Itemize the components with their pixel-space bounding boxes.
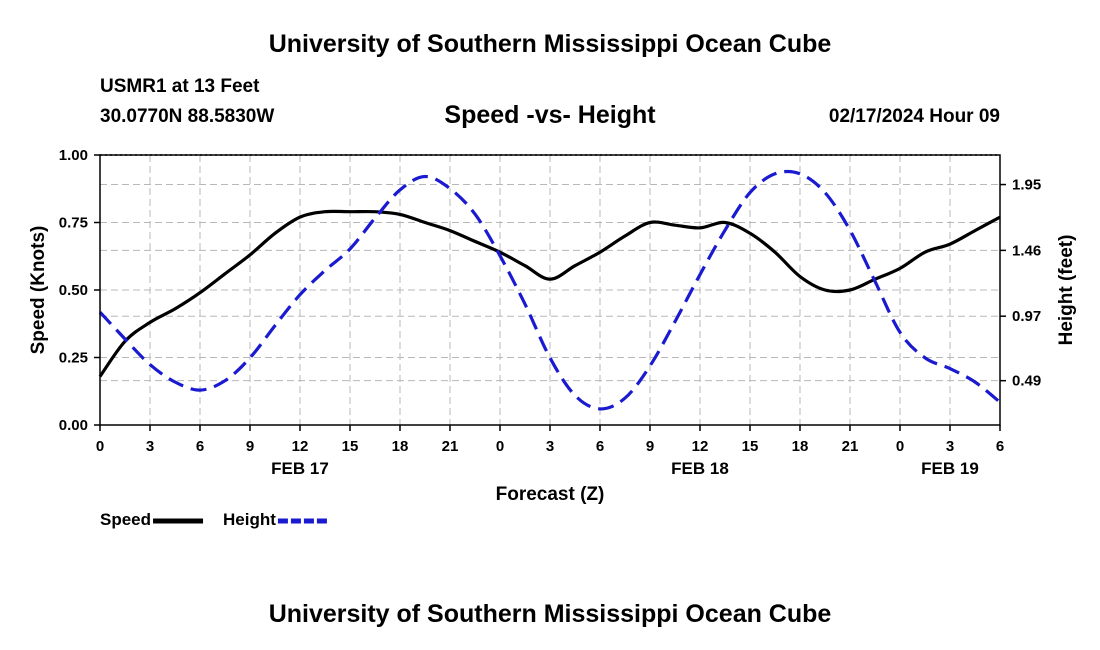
footer-title: University of Southern Mississippi Ocean… [268,600,832,628]
y-axis-right: 0.49 0.97 1.46 1.95 [1000,177,1041,390]
y-tick-label: 0.75 [59,215,88,232]
grid [100,154,1000,425]
y-tick-label: 0.50 [59,282,88,299]
y2-tick-label: 0.97 [1012,308,1041,325]
x-axis: 0 3 6 9 12 15 18 21 0 3 6 9 12 15 18 21 0 3 6 FEB 17 FEB 18 F… [96,425,1004,478]
chart-title: University of Southern Mississippi Ocean… [268,30,832,58]
x-tick-label: 6 [596,438,604,455]
x-tick-label: 9 [246,438,254,455]
legend: Speed Height [100,510,328,529]
y-tick-label: 0.00 [59,417,88,434]
x-date-label: FEB 17 [271,459,329,478]
y-axis-left: 0.00 0.25 0.50 0.75 1.00 [59,147,100,434]
x-date-label: FEB 18 [671,459,729,478]
station-label: USMR1 at 13 Feet [100,76,260,97]
x-tick-label: 3 [946,438,954,455]
x-tick-label: 18 [392,438,409,455]
x-tick-label: 18 [792,438,809,455]
x-tick-label: 9 [646,438,654,455]
y-tick-label: 0.25 [59,350,88,367]
y-tick-label: 1.00 [59,147,88,164]
x-axis-label: Forecast (Z) [496,484,605,505]
x-tick-label: 12 [692,438,709,455]
x-tick-label: 3 [546,438,554,455]
x-tick-label: 12 [292,438,309,455]
x-tick-label: 3 [146,438,154,455]
x-tick-label: 0 [96,438,104,455]
x-tick-label: 15 [342,438,359,455]
x-tick-label: 6 [996,438,1004,455]
y2-tick-label: 0.49 [1012,373,1041,390]
y-axis-label: Speed (Knots) [28,226,49,355]
legend-label-speed: Speed [100,510,151,529]
series-layer [98,169,1002,411]
y2-tick-label: 1.95 [1012,177,1041,194]
x-tick-label: 0 [496,438,504,455]
y2-tick-label: 1.46 [1012,242,1041,259]
x-tick-label: 0 [896,438,904,455]
station-coords: 30.0770N 88.5830W [100,106,275,127]
legend-label-height: Height [223,510,276,529]
series-line-speed [98,209,1001,378]
chart-subtitle: Speed -vs- Height [444,101,656,129]
x-tick-label: 21 [842,438,859,455]
y2-axis-label: Height (feet) [1056,235,1077,346]
x-tick-label: 21 [442,438,459,455]
x-date-label: FEB 19 [921,459,979,478]
forecast-datetime: 02/17/2024 Hour 09 [828,106,1000,127]
x-tick-label: 15 [742,438,759,455]
x-tick-label: 6 [196,438,204,455]
